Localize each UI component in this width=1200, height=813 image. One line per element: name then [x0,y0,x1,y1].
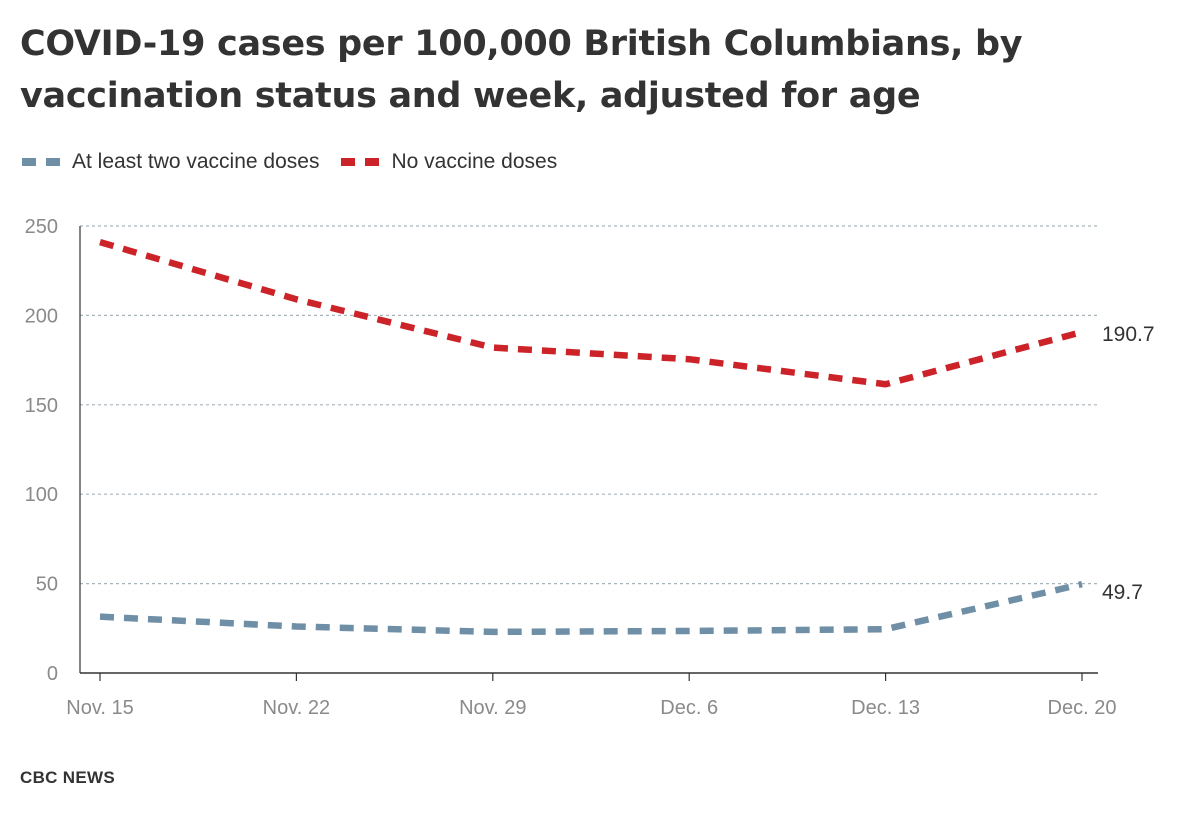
x-tick-label: Nov. 22 [263,697,330,719]
end-labels: 49.7 190.7 [1102,323,1155,604]
chart-title: COVID-19 cases per 100,000 British Colum… [20,24,1023,116]
x-tick-label: Nov. 29 [459,697,526,719]
x-tick-label: Dec. 20 [1048,697,1117,719]
y-tick-label: 150 [25,395,58,417]
legend-swatch-unvaccinated [341,158,380,166]
y-tick-label: 0 [47,663,58,685]
y-tick-label: 200 [25,305,58,327]
end-label-unvaccinated: 190.7 [1102,323,1155,346]
legend-label-vaccinated: At least two vaccine doses [72,150,320,173]
y-tick-label: 100 [25,484,58,506]
legend-item-unvaccinated: No vaccine doses [341,150,557,174]
x-tick-label: Nov. 15 [66,697,133,719]
x-axis: Nov. 15 Nov. 22 Nov. 29 Dec. 6 Dec. 13 Dec. 2… [66,672,1117,719]
x-tick-label: Dec. 13 [851,697,920,719]
gridlines [80,225,1098,585]
legend-item-vaccinated: At least two vaccine doses [22,150,319,174]
series-lines [99,238,1083,636]
series-line-unvaccinated [99,238,1083,388]
end-label-vaccinated: 49.7 [1102,581,1143,604]
series-line-vaccinated [99,580,1083,636]
y-tick-label: 250 [25,216,58,238]
legend: At least two vaccine doses No vaccine do… [22,150,579,174]
legend-swatch-vaccinated [22,158,60,166]
legend-label-unvaccinated: No vaccine doses [391,150,558,173]
y-tick-label: 50 [36,574,58,596]
source-credit: CBC NEWS [20,768,115,787]
y-axis: 0 50 100 150 200 250 [25,216,81,685]
x-tick-label: Dec. 6 [660,697,718,719]
